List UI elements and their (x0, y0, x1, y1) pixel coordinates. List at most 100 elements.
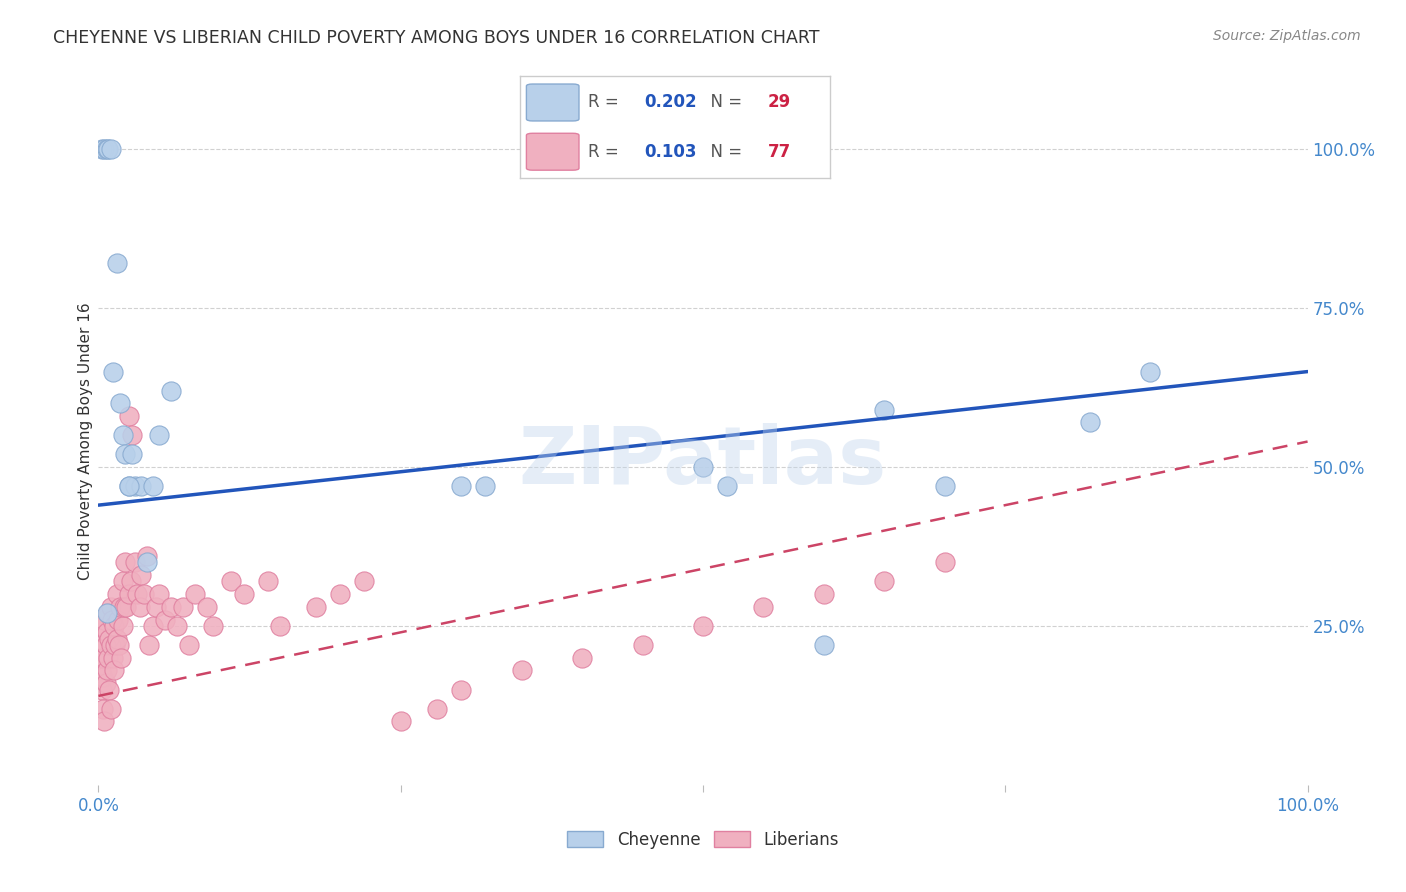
Point (94, 676, 117, 690)
Point (153, 613, 176, 627)
Point (1139, 365, 1161, 379)
Point (120, 574, 142, 589)
Point (129, 568, 152, 582)
Point (134, 587, 156, 601)
Point (127, 587, 149, 601)
Point (103, 664, 125, 678)
Point (426, 701, 449, 715)
Point (934, 479, 956, 493)
Point (90, 664, 112, 678)
Point (135, 555, 157, 569)
Text: CHEYENNE VS LIBERIAN CHILD POVERTY AMONG BOYS UNDER 16 CORRELATION CHART: CHEYENNE VS LIBERIAN CHILD POVERTY AMONG… (53, 29, 820, 47)
Point (510, 664, 533, 678)
FancyBboxPatch shape (526, 84, 579, 121)
Point (111, 619, 134, 633)
Point (118, 587, 141, 601)
Point (166, 619, 188, 633)
Point (195, 599, 218, 614)
Point (93, 714, 115, 729)
Point (934, 555, 956, 569)
Point (1078, 416, 1101, 430)
Legend: Cheyenne, Liberians: Cheyenne, Liberians (560, 824, 846, 855)
Point (353, 574, 375, 589)
FancyBboxPatch shape (526, 133, 579, 170)
Text: Source: ZipAtlas.com: Source: ZipAtlas.com (1213, 29, 1361, 44)
Point (97, 650, 120, 665)
Point (91, 701, 114, 715)
Point (118, 409, 141, 423)
Text: ZIPatlas: ZIPatlas (519, 423, 887, 501)
Point (202, 619, 225, 633)
Point (94, 638, 117, 652)
Point (121, 428, 143, 442)
Point (98, 682, 121, 697)
Point (142, 619, 165, 633)
Point (124, 555, 146, 569)
Point (100, 613, 122, 627)
Point (105, 256, 128, 270)
Point (160, 384, 183, 398)
Point (97, 142, 120, 156)
Point (305, 599, 328, 614)
Point (114, 555, 136, 569)
Point (108, 638, 131, 652)
Point (148, 587, 170, 601)
Point (118, 479, 141, 493)
Point (101, 365, 124, 379)
Point (450, 479, 472, 493)
Point (90, 638, 112, 652)
Point (124, 479, 146, 493)
Point (110, 650, 132, 665)
Point (269, 619, 291, 633)
Y-axis label: Child Poverty Among Boys Under 16: Child Poverty Among Boys Under 16 (77, 302, 93, 581)
Point (93, 613, 115, 627)
Point (571, 650, 593, 665)
Point (96, 142, 118, 156)
Point (108, 396, 131, 410)
Point (128, 599, 150, 614)
Point (692, 460, 714, 475)
Point (121, 447, 143, 461)
Point (256, 574, 278, 589)
Point (112, 599, 135, 614)
Point (114, 447, 136, 461)
Point (142, 479, 165, 493)
Point (91, 670, 114, 684)
Point (103, 619, 125, 633)
Point (172, 599, 194, 614)
Point (631, 638, 654, 652)
Point (105, 587, 128, 601)
Point (450, 682, 472, 697)
Point (752, 599, 775, 614)
Point (474, 479, 496, 493)
Point (93, 142, 115, 156)
Point (813, 587, 835, 601)
Point (115, 599, 138, 614)
Point (389, 714, 412, 729)
Point (179, 638, 201, 652)
Text: N =: N = (700, 143, 747, 161)
Text: N =: N = (700, 94, 747, 112)
Point (100, 638, 122, 652)
Point (104, 638, 127, 652)
Point (221, 574, 243, 589)
Point (813, 638, 835, 652)
Point (93, 650, 115, 665)
Point (108, 599, 131, 614)
Point (145, 599, 167, 614)
Point (138, 638, 160, 652)
Point (98, 632, 121, 646)
Point (135, 549, 157, 563)
Point (91, 650, 114, 665)
Text: R =: R = (588, 143, 624, 161)
Point (184, 587, 207, 601)
Point (96, 664, 118, 678)
Text: R =: R = (588, 94, 624, 112)
Point (89, 619, 111, 633)
Point (105, 632, 128, 646)
Point (118, 479, 141, 493)
Point (100, 701, 122, 715)
Point (111, 574, 134, 589)
Point (96, 607, 118, 621)
Point (873, 574, 896, 589)
